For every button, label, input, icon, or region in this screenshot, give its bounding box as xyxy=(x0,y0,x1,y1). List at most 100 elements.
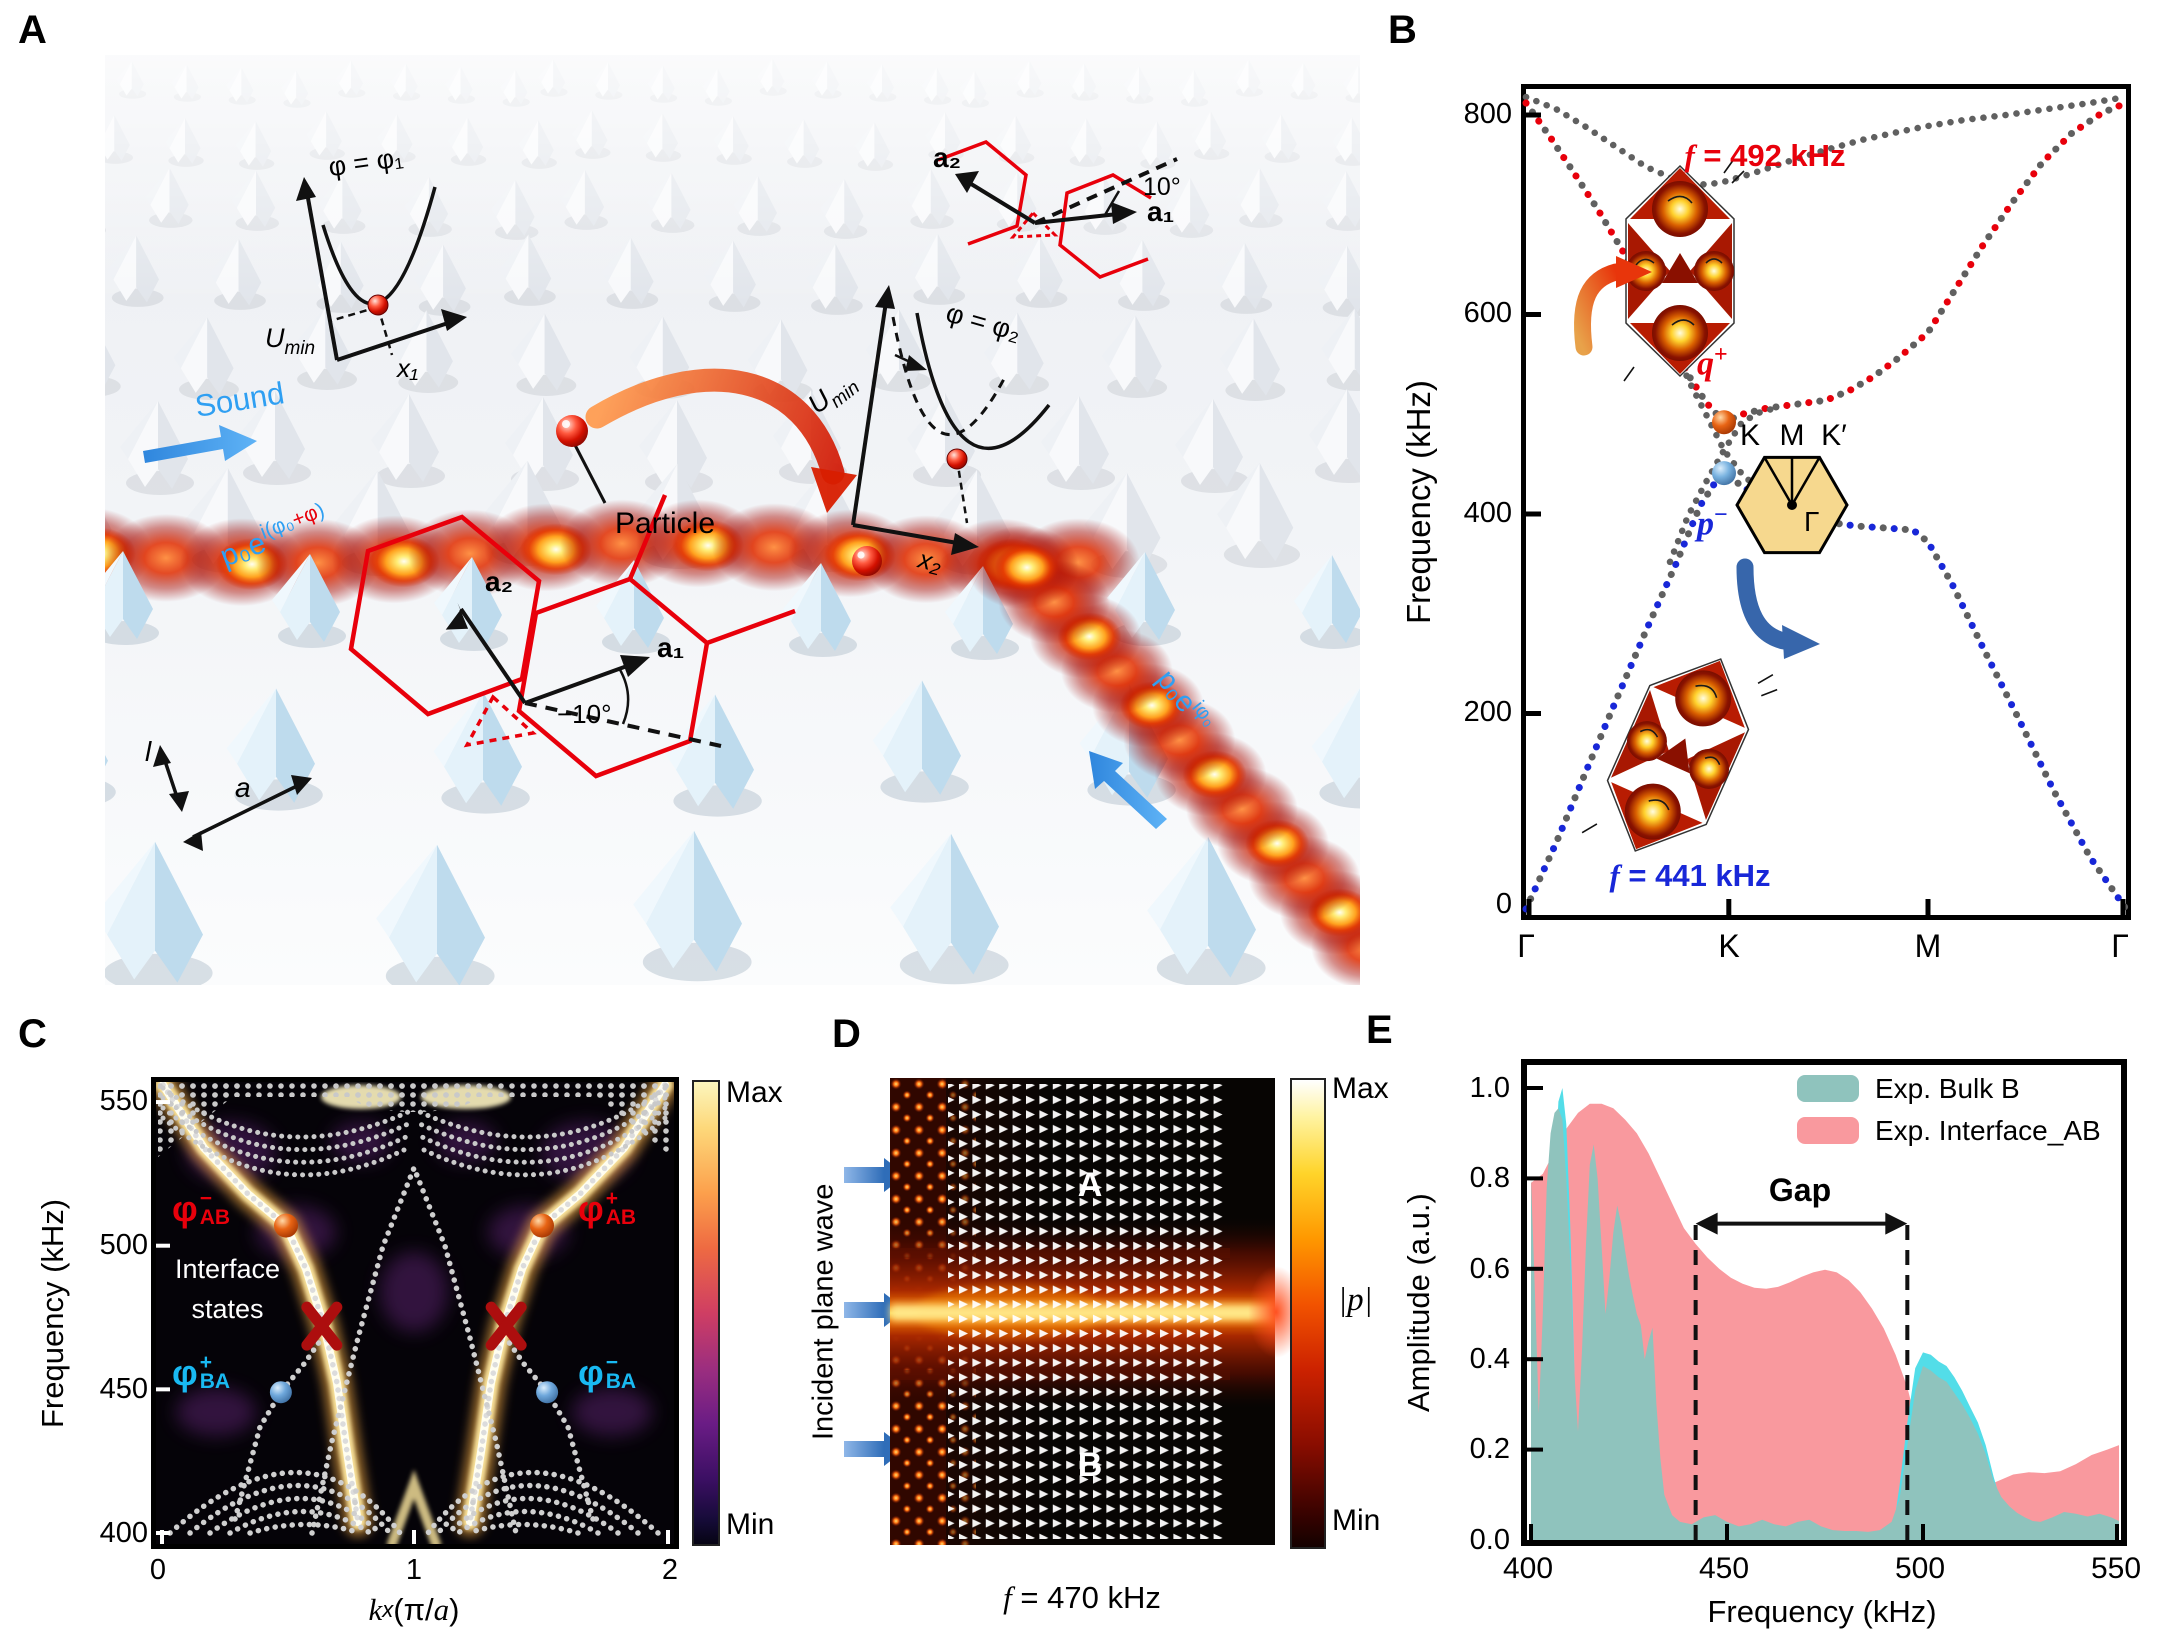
particle-trajectory-arrow-icon xyxy=(585,368,857,513)
svg-text:a₂: a₂ xyxy=(933,142,961,173)
c-colorbar-max: Max xyxy=(726,1076,783,1109)
c-interface-states-label-line1: Interface xyxy=(174,1254,281,1284)
unit-cell-hexagons xyxy=(348,494,796,779)
b-ytick-0: 0 xyxy=(1495,888,1512,920)
sound-arrow-icon xyxy=(143,425,257,463)
svg-text:Γ: Γ xyxy=(1804,506,1819,537)
c-dispersion-heatmap xyxy=(156,1082,674,1544)
d-colorbar-quantity: |p| xyxy=(1338,1282,1373,1318)
q-plus-arrow-icon xyxy=(1574,256,1652,356)
svg-text:Umin: Umin xyxy=(265,323,315,359)
distance-haze xyxy=(105,55,1360,305)
b-band-structure-plot: K M K′ Γ xyxy=(1522,93,2130,915)
d-colorbar-min: Min xyxy=(1332,1504,1381,1537)
e-x-axis-label: Frequency (kHz) xyxy=(1707,1594,1937,1629)
heatmap-annotations xyxy=(156,1100,670,1544)
d-field-simulation: A B xyxy=(844,1078,1304,1545)
e-legend-label-bulk: Exp. Bulk B xyxy=(1875,1073,2020,1104)
svg-text:x₁: x₁ xyxy=(395,353,418,383)
lattice-vectors-top: a₂ a₁ 10° xyxy=(933,142,1181,227)
e-ytick-10: 1.0 xyxy=(1469,1072,1510,1104)
p-minus-arrow-icon xyxy=(1736,558,1820,659)
d-frequency-caption: f = 470 kHz xyxy=(1003,1580,1161,1615)
e-gap-label: Gap xyxy=(1768,1172,1832,1208)
e-xtick-550: 550 xyxy=(2090,1552,2142,1585)
b-f492-label: f = 492 kHz xyxy=(1684,138,1846,173)
second-sound-glow-band xyxy=(966,525,1360,985)
c-colorbar xyxy=(692,1080,720,1546)
potential-inset-1: φ = φ₁ Umin x₁ xyxy=(265,142,467,383)
b-ytick-800: 800 xyxy=(1463,98,1512,130)
e-xtick-400: 400 xyxy=(1502,1552,1554,1585)
svg-text:K′: K′ xyxy=(1821,419,1847,452)
svg-text:l: l xyxy=(145,736,152,767)
panel-e-label: E xyxy=(1366,1008,1393,1052)
e-spectrum-plot xyxy=(1527,1086,2119,1540)
e-spectrum-areas xyxy=(1527,1086,2119,1540)
svg-text:a₁: a₁ xyxy=(657,632,684,663)
e-legend-swatch-bulk xyxy=(1797,1075,1859,1102)
heatmap-bulk-arcs xyxy=(160,1085,668,1536)
b-y-axis-label: Frequency (kHz) xyxy=(1400,380,1437,624)
svg-text:a: a xyxy=(235,772,251,803)
e-ytick-06: 0.6 xyxy=(1469,1253,1510,1285)
c-interface-states-label-line2: states xyxy=(191,1294,264,1324)
c-xtick-0: 0 xyxy=(149,1554,167,1586)
pressure-field: A B xyxy=(890,1078,1304,1545)
lattice-vectors-bottom: a₂ a₁ −10° xyxy=(445,566,722,748)
b-p-minus-label: p− xyxy=(1697,502,1728,543)
second-particle-marker xyxy=(852,546,882,576)
panel-d-label: D xyxy=(832,1012,861,1056)
svg-text:M: M xyxy=(1780,419,1805,452)
b-f441-label: f = 441 kHz xyxy=(1609,858,1771,893)
svg-text:10°: 10° xyxy=(1143,173,1181,201)
svg-text:B: B xyxy=(1078,1446,1103,1484)
e-ytick-08: 0.8 xyxy=(1469,1162,1510,1194)
e-ytick-00: 0.0 xyxy=(1469,1524,1510,1556)
b-xtick-k: K xyxy=(1718,928,1740,964)
b-ytick-200: 200 xyxy=(1463,696,1512,728)
panel-b-label: B xyxy=(1388,8,1417,52)
svg-text:Particle: Particle xyxy=(615,507,715,540)
c-colorbar-min: Min xyxy=(726,1508,775,1541)
b-xtick-gamma1: Γ xyxy=(1517,928,1535,964)
b-q-plus-label: q+ xyxy=(1697,342,1728,383)
svg-text:a₂: a₂ xyxy=(485,566,513,597)
brillouin-zone-inset: K M K′ Γ xyxy=(1735,419,1849,555)
e-xtick-500: 500 xyxy=(1894,1552,1946,1585)
c-ytick-400: 400 xyxy=(99,1517,148,1549)
panel-a-scene: a₂ a₁ −10° a₂ a₁ 10° xyxy=(105,55,1360,985)
svg-text:a₁: a₁ xyxy=(1147,196,1174,227)
e-ytick-02: 0.2 xyxy=(1469,1433,1510,1465)
c-phi-ab-plus-label: φ + AB xyxy=(578,1187,637,1229)
svg-text:K: K xyxy=(1740,419,1760,452)
c-phi-ba-minus-label: φ − BA xyxy=(578,1351,637,1393)
e-legend-label-interface: Exp. Interface_AB xyxy=(1875,1115,2101,1146)
c-xtick-1: 1 xyxy=(405,1554,423,1586)
c-y-axis-label: Frequency (kHz) xyxy=(35,1198,70,1428)
mode-profile-inset-lower xyxy=(1582,630,1782,882)
e-legend-swatch-interface xyxy=(1797,1117,1859,1144)
e-ytick-04: 0.4 xyxy=(1469,1343,1510,1375)
svg-text:A: A xyxy=(1078,1166,1103,1204)
c-phi-ab-minus-label: φ − AB xyxy=(172,1187,231,1229)
c-ytick-450: 450 xyxy=(99,1373,148,1405)
b-xtick-m: M xyxy=(1914,928,1942,964)
c-ytick-550: 550 xyxy=(99,1085,148,1117)
panel-a-label: A xyxy=(18,8,47,52)
panel-c-label: C xyxy=(18,1012,47,1056)
d-colorbar-max: Max xyxy=(1332,1072,1389,1105)
b-ytick-400: 400 xyxy=(1463,497,1512,529)
particle-marker: Particle xyxy=(556,415,715,540)
c-phi-ba-plus-label: φ + BA xyxy=(172,1351,231,1393)
b-xtick-gamma2: Γ xyxy=(2111,928,2129,964)
d-colorbar xyxy=(1290,1078,1326,1549)
b-ytick-600: 600 xyxy=(1463,297,1512,329)
lattice-dimensions: l a xyxy=(145,736,312,851)
c-xtick-2: 2 xyxy=(661,1554,679,1586)
sound-arrow-icon-2 xyxy=(1089,751,1167,829)
c-ytick-500: 500 xyxy=(99,1229,148,1261)
svg-text:−10°: −10° xyxy=(557,699,612,729)
